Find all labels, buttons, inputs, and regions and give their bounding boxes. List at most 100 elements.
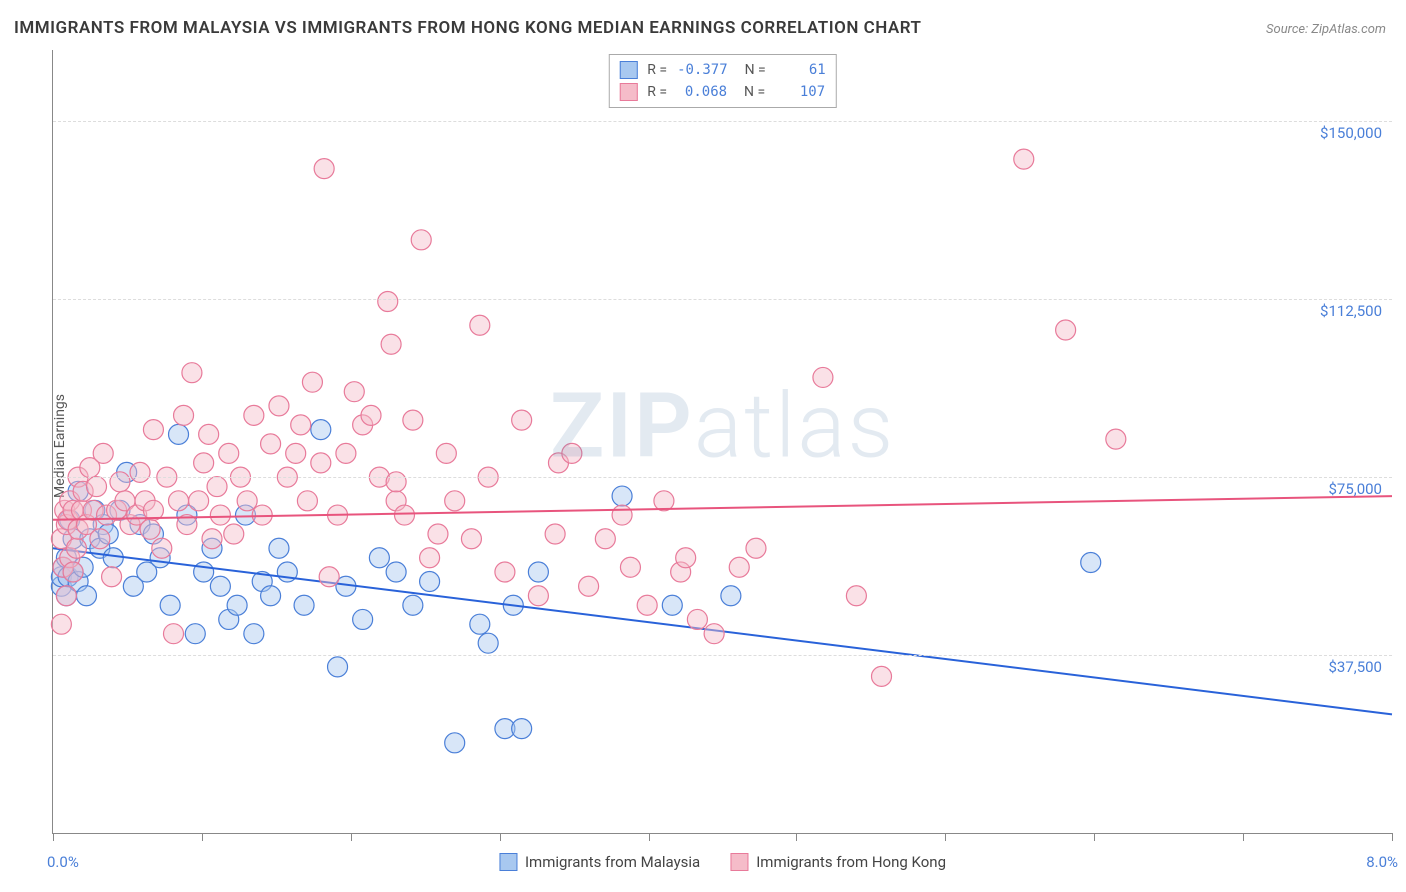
data-point [93,443,113,463]
legend-swatch [499,853,517,871]
data-point [528,586,548,606]
data-point [319,567,339,587]
data-point [704,624,724,644]
data-point [579,576,599,596]
data-point [207,477,227,497]
data-point [729,557,749,577]
data-point [637,595,657,615]
data-point [202,529,222,549]
data-point [470,315,490,335]
data-point [199,424,219,444]
chart-title: IMMIGRANTS FROM MALAYSIA VS IMMIGRANTS F… [14,18,921,38]
data-point [291,415,311,435]
data-point [746,538,766,558]
data-point [386,472,406,492]
data-point [224,524,244,544]
data-point [294,595,314,615]
data-point [174,405,194,425]
data-point [813,367,833,387]
legend-label: Immigrants from Malaysia [525,853,700,871]
data-point [169,424,189,444]
data-point [164,624,184,644]
data-point [66,538,86,558]
data-point [512,719,532,739]
data-point [56,586,76,606]
data-point [528,562,548,582]
x-tick [351,833,352,841]
data-point [194,562,214,582]
correlation-legend-row: R =-0.377 N =61 [619,59,825,81]
chart-container: IMMIGRANTS FROM MALAYSIA VS IMMIGRANTS F… [0,0,1406,892]
data-point [687,609,707,629]
data-point [143,420,163,440]
data-point [219,443,239,463]
data-point [51,614,71,634]
data-point [381,334,401,354]
data-point [237,491,257,511]
x-tick [796,833,797,841]
data-point [1081,553,1101,573]
data-point [545,524,565,544]
x-tick [202,833,203,841]
n-value: 107 [775,84,825,100]
data-point [102,567,122,587]
legend-swatch [730,853,748,871]
n-label: N = [738,62,766,78]
data-point [311,453,331,473]
data-point [562,443,582,463]
data-point [286,443,306,463]
data-point [152,538,172,558]
data-point [403,595,423,615]
data-point [269,396,289,416]
data-point [103,548,123,568]
data-point [478,633,498,653]
data-point [369,548,389,568]
data-point [261,434,281,454]
data-point [311,420,331,440]
data-point [1056,320,1076,340]
data-point [297,491,317,511]
data-point [194,453,214,473]
data-point [620,557,640,577]
r-label: R = [647,84,667,100]
data-point [846,586,866,606]
r-value: 0.068 [677,84,727,100]
legend-label: Immigrants from Hong Kong [756,853,946,871]
data-point [495,562,515,582]
data-point [512,410,532,430]
data-point [420,571,440,591]
gridline [53,121,1392,122]
gridline [53,655,1392,656]
data-point [411,230,431,250]
r-label: R = [647,62,667,78]
y-tick-label: $37,500 [1328,658,1382,676]
data-point [328,657,348,677]
data-point [189,491,209,511]
data-point [662,595,682,615]
data-point [428,524,448,544]
data-point [63,562,83,582]
data-point [182,363,202,383]
data-point [445,491,465,511]
data-point [244,405,264,425]
legend-swatch [619,83,637,101]
data-point [169,491,189,511]
data-point [336,443,356,463]
data-point [302,372,322,392]
data-point [612,486,632,506]
legend-item: Immigrants from Malaysia [499,853,700,871]
data-point [1106,429,1126,449]
n-label: N = [737,84,765,100]
data-point [314,159,334,179]
plot-area: ZIPatlas R =-0.377 N =61R =0.068 N =107 … [52,50,1392,834]
data-point [261,586,281,606]
data-point [612,505,632,525]
data-point [461,529,481,549]
x-tick [1392,833,1393,841]
data-point [353,609,373,629]
data-point [436,443,456,463]
x-axis-end-label: 8.0% [1366,853,1398,871]
gridline [53,299,1392,300]
data-point [244,624,264,644]
data-point [394,505,414,525]
